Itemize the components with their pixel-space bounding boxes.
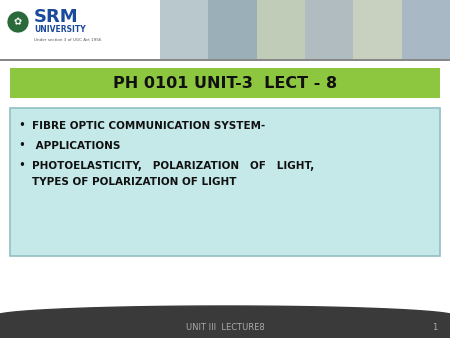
- Text: PHOTOELASTICITY,   POLARIZATION   OF   LIGHT,: PHOTOELASTICITY, POLARIZATION OF LIGHT,: [32, 161, 314, 171]
- Bar: [0, 59, 450, 61]
- Text: 1: 1: [432, 322, 437, 332]
- Text: •: •: [18, 160, 26, 172]
- Bar: [256, 0, 305, 60]
- Text: ✿: ✿: [14, 17, 22, 27]
- Bar: [208, 0, 256, 60]
- Bar: [0, 61, 450, 316]
- Bar: [402, 0, 450, 60]
- Bar: [10, 68, 440, 98]
- Bar: [0, 0, 160, 60]
- Text: APPLICATIONS: APPLICATIONS: [32, 141, 121, 151]
- Text: SRM: SRM: [34, 8, 79, 26]
- Text: •: •: [18, 120, 26, 132]
- Text: PH 0101 UNIT-3  LECT - 8: PH 0101 UNIT-3 LECT - 8: [113, 75, 337, 91]
- Text: •: •: [18, 140, 26, 152]
- Circle shape: [7, 11, 29, 33]
- Bar: [10, 108, 440, 256]
- Text: UNIT III  LECTURE8: UNIT III LECTURE8: [185, 322, 265, 332]
- Bar: [305, 0, 353, 60]
- Text: UNIVERSITY: UNIVERSITY: [34, 25, 86, 34]
- Text: FIBRE OPTIC COMMUNICATION SYSTEM-: FIBRE OPTIC COMMUNICATION SYSTEM-: [32, 121, 265, 131]
- Text: Under section 3 of UGC Act 1956: Under section 3 of UGC Act 1956: [34, 38, 102, 42]
- Bar: [160, 0, 208, 60]
- Bar: [0, 316, 450, 338]
- Bar: [353, 0, 402, 60]
- Text: TYPES OF POLARIZATION OF LIGHT: TYPES OF POLARIZATION OF LIGHT: [32, 177, 237, 187]
